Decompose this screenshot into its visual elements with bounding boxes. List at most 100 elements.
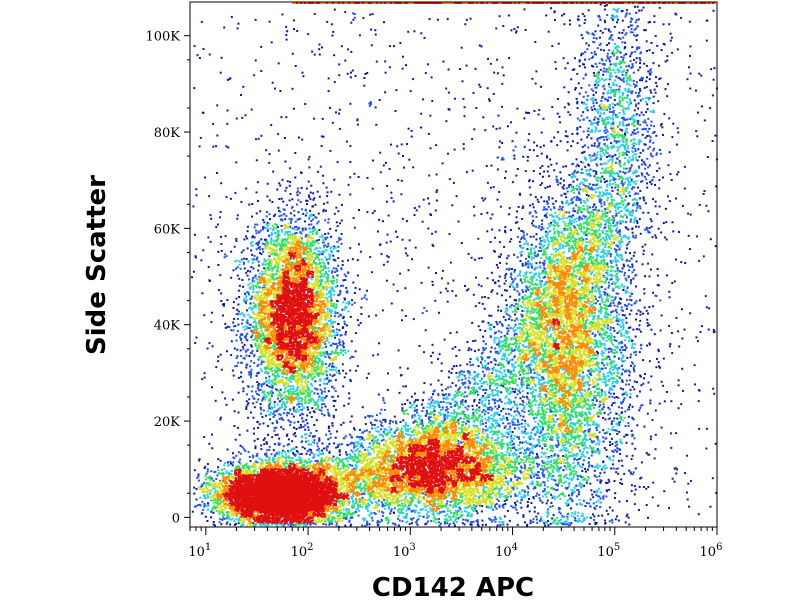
event-dot <box>526 159 529 162</box>
event-dot <box>649 73 652 76</box>
event-dot <box>289 424 292 427</box>
event-dot <box>644 127 647 130</box>
event-dot <box>614 178 617 181</box>
event-dot <box>357 324 360 327</box>
event-dot <box>609 278 612 281</box>
event-dot <box>571 197 574 200</box>
event-dot <box>602 85 605 88</box>
event-dot <box>593 53 596 56</box>
event-dot <box>494 517 497 520</box>
event-dot <box>602 136 605 138</box>
event-dot <box>520 381 523 384</box>
event-dot <box>411 414 414 417</box>
event-dot <box>548 198 551 201</box>
event-dot <box>537 474 540 477</box>
event-dot <box>533 510 536 513</box>
event-dot <box>413 30 416 33</box>
event-dot <box>511 452 514 455</box>
event-dot <box>290 380 293 383</box>
event-dot <box>440 369 443 372</box>
event-dot <box>599 136 602 139</box>
event-dot <box>572 162 575 165</box>
event-dot <box>604 223 607 226</box>
event-dot <box>233 425 236 427</box>
event-dot <box>513 305 516 308</box>
event-dot <box>577 15 580 18</box>
event-dot <box>584 18 587 21</box>
event-dot <box>626 216 628 219</box>
event-dot <box>467 512 470 515</box>
event-dot <box>421 399 424 402</box>
event-dot <box>601 31 604 34</box>
event-dot <box>338 338 341 341</box>
event-dot <box>513 447 516 449</box>
event-dot <box>300 187 303 189</box>
event-dot <box>451 367 454 370</box>
event-dot <box>699 330 702 333</box>
event-dot <box>649 139 652 142</box>
event-dot <box>257 247 260 249</box>
event-dot <box>299 217 302 220</box>
event-dot <box>436 512 439 515</box>
event-dot <box>493 402 496 405</box>
event-dot <box>338 193 341 196</box>
event-dot <box>342 517 345 520</box>
event-dot <box>510 433 513 436</box>
event-dot <box>649 152 652 155</box>
event-dot <box>237 22 240 25</box>
event-dot <box>582 130 585 133</box>
event-dot <box>439 291 442 294</box>
event-dot <box>519 193 522 196</box>
event-dot <box>607 96 610 99</box>
event-dot <box>461 399 464 401</box>
event-dot <box>605 180 608 183</box>
event-dot <box>371 439 373 442</box>
event-dot <box>347 48 349 51</box>
event-dot <box>248 323 251 326</box>
event-dot <box>295 408 298 411</box>
event-dot <box>351 464 354 467</box>
event-dot <box>466 363 469 366</box>
event-dot <box>521 264 524 267</box>
event-dot <box>503 426 506 429</box>
event-dot <box>268 20 271 23</box>
event-dot <box>217 360 220 363</box>
event-dot <box>614 214 617 217</box>
event-dot <box>228 326 231 328</box>
event-dot <box>465 64 468 67</box>
event-dot <box>296 191 298 194</box>
event-dot <box>294 453 297 456</box>
event-dot <box>464 377 467 380</box>
event-dot <box>460 402 463 404</box>
event-dot <box>496 407 499 410</box>
event-dot <box>377 230 379 233</box>
event-dot <box>587 429 590 432</box>
event-dot <box>421 403 423 406</box>
event-dot <box>393 522 396 525</box>
event-dot <box>235 161 238 164</box>
event-dot <box>656 44 659 47</box>
event-dot <box>448 370 451 373</box>
event-dot <box>209 214 212 217</box>
event-dot <box>331 422 334 425</box>
event-dot <box>646 186 649 189</box>
event-dot <box>613 25 616 28</box>
event-dot <box>668 507 670 510</box>
event-dot <box>251 203 254 205</box>
event-dot <box>494 332 497 335</box>
event-dot <box>567 512 569 515</box>
event-dot <box>611 111 614 113</box>
event-dot <box>518 423 521 426</box>
event-dot <box>253 354 256 356</box>
event-dot <box>245 187 248 190</box>
event-dot <box>658 179 661 182</box>
event-dot <box>619 37 622 40</box>
event-dot <box>549 158 552 161</box>
event-dot <box>677 379 680 382</box>
event-dot <box>625 383 628 386</box>
event-dot <box>635 85 638 87</box>
event-dot <box>327 90 330 93</box>
event-dot <box>229 518 232 521</box>
event-dot <box>671 221 674 224</box>
event-dot <box>390 143 392 146</box>
